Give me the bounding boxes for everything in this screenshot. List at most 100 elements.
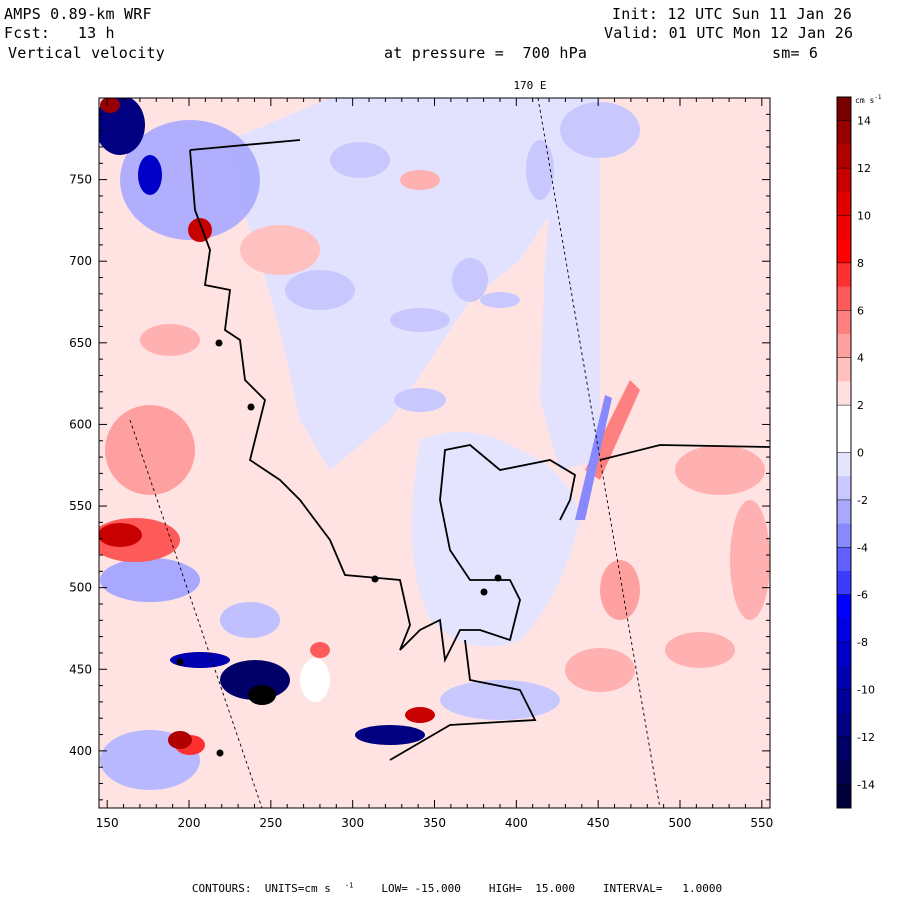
colorbar-swatch <box>837 239 851 264</box>
colorbar-units-exp: -1 <box>874 94 882 101</box>
ascent-patch <box>565 648 635 692</box>
strong-ascent-cell <box>100 98 120 113</box>
colorbar-swatch <box>837 334 851 359</box>
station-marker <box>371 575 379 583</box>
ascent-core <box>99 523 142 547</box>
colorbar-label: -12 <box>857 731 875 744</box>
x-tick-label: 250 <box>259 816 282 830</box>
colorbar-swatch <box>837 428 851 453</box>
velocity-field <box>99 98 770 808</box>
colorbar-swatch <box>837 191 851 216</box>
strong-ascent-cell <box>405 707 435 723</box>
descent-patch <box>452 258 488 302</box>
descent-patch <box>526 140 554 200</box>
contour-interval: INTERVAL= 1.0000 <box>602 881 723 895</box>
station-marker <box>215 339 223 347</box>
colorbar-label: -4 <box>857 541 868 554</box>
ascent-patch <box>400 170 440 190</box>
colorbar-swatch <box>837 97 851 122</box>
descent-patch <box>394 388 446 412</box>
descent-patch <box>100 558 200 602</box>
frontal-descent <box>575 395 612 520</box>
x-tick-label: 350 <box>423 816 446 830</box>
contour-high: HIGH= 15.000 <box>488 881 575 895</box>
colorbar-swatch <box>837 310 851 335</box>
meridian-label: 170 E <box>513 79 546 92</box>
colorbar-label: 6 <box>857 304 864 317</box>
colorbar-label: -6 <box>857 589 868 602</box>
colorbar-label: 10 <box>857 210 871 223</box>
y-tick-label: 550 <box>69 499 92 513</box>
forecast-label: Fcst: <box>4 24 51 42</box>
contour-low: LOW= -15.000 <box>381 881 461 895</box>
colorbar-swatch <box>837 286 851 311</box>
colorbar-swatch <box>837 144 851 169</box>
colorbar-swatch <box>837 784 851 809</box>
colorbar-swatch <box>837 499 851 524</box>
strong-descent-cell <box>138 155 162 195</box>
weak-descent-center <box>412 432 580 647</box>
ascent-patch <box>730 500 770 620</box>
contour-units-exp: -1 <box>344 881 354 889</box>
colorbar-units-text: cm s <box>855 96 874 105</box>
colorbar-swatch <box>837 215 851 240</box>
colorbar-swatch <box>837 642 851 667</box>
colorbar-swatch <box>837 405 851 430</box>
pressure-level: at pressure = 700 hPa <box>384 44 588 62</box>
contour-units-text: CONTOURS: UNITS=cm s <box>191 881 331 895</box>
valid-label: Valid: <box>604 24 660 42</box>
forecast-value: 13 h <box>77 24 115 42</box>
strong-ascent-cell <box>168 731 192 749</box>
y-tick-label: 700 <box>69 254 92 268</box>
x-tick-label: 500 <box>669 816 692 830</box>
ascent-patch <box>675 445 765 495</box>
colorbar-swatch <box>837 547 851 572</box>
coastline <box>189 139 770 664</box>
field-name: Vertical velocity <box>8 44 165 62</box>
contour-units: CONTOURS: UNITS=cm s -1 <box>178 881 354 895</box>
colorbar-swatch <box>837 523 851 548</box>
descent-patch <box>480 292 520 308</box>
ascent-patch <box>140 324 200 356</box>
colorbar-label: -14 <box>857 778 875 791</box>
colorbar-swatch <box>837 381 851 406</box>
colorbar-swatch <box>837 618 851 643</box>
x-tick-label: 200 <box>178 816 201 830</box>
x-tick-label: 450 <box>587 816 610 830</box>
coastline-south <box>389 639 537 761</box>
descent-patch <box>330 142 390 178</box>
y-axis: 750 700 650 600 550 500 450 400 <box>69 173 92 758</box>
strong-descent-cell <box>355 725 425 745</box>
station-marker <box>480 588 488 596</box>
forecast-hour: Fcst: 13 h <box>4 24 115 42</box>
x-tick-label: 400 <box>505 816 528 830</box>
colorbar-swatch <box>837 120 851 145</box>
x-axis: 150 200 250 300 350 400 450 500 550 <box>96 816 774 830</box>
init-value: 12 UTC Sun 11 Jan 26 <box>667 5 853 23</box>
strong-ascent-cell <box>188 218 212 242</box>
colorbar-swatch <box>837 452 851 477</box>
descent-patch <box>560 102 640 158</box>
saturated-gap <box>300 658 330 702</box>
y-tick-label: 400 <box>69 744 92 758</box>
colorbar-swatch <box>837 594 851 619</box>
frame-ticks <box>99 97 770 808</box>
x-tick-label: 150 <box>96 816 119 830</box>
descent-patch <box>390 308 450 332</box>
contour-info: CONTOURS: UNITS=cm s -1 LOW= -15.000 HIGH= … <box>0 881 900 895</box>
ascent-patch <box>665 632 735 668</box>
ascent-patch <box>240 225 320 275</box>
init-time: Init: 12 UTC Sun 11 Jan 26 <box>612 5 852 23</box>
strong-ascent-cell <box>310 642 330 658</box>
colorbar-swatch <box>837 168 851 193</box>
y-tick-label: 650 <box>69 336 92 350</box>
colorbar-label: 2 <box>857 399 864 412</box>
x-tick-label: 300 <box>341 816 364 830</box>
y-tick-label: 600 <box>69 417 92 431</box>
colorbar-swatch <box>837 357 851 382</box>
colorbar-swatch <box>837 262 851 287</box>
model-title: AMPS 0.89-km WRF <box>4 5 152 23</box>
station-marker <box>247 403 255 411</box>
colorbar-label: 14 <box>857 115 871 128</box>
